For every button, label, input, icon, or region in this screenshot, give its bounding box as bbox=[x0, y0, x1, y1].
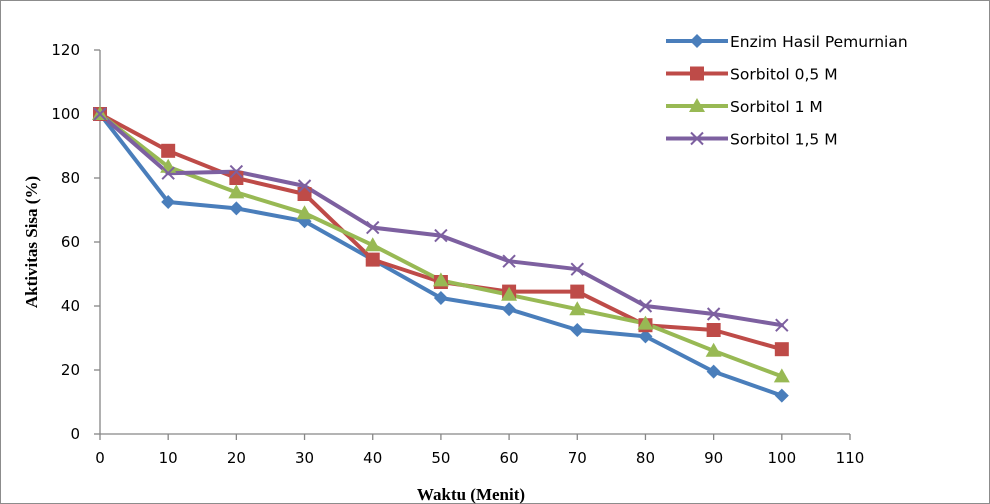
ticks bbox=[94, 49, 851, 440]
series-line-3 bbox=[98, 112, 784, 379]
data-point-series-2 bbox=[706, 323, 721, 337]
data-point-series-1 bbox=[774, 388, 789, 403]
data-point-series-1 bbox=[706, 364, 721, 379]
data-point-series-2 bbox=[570, 284, 585, 299]
legend-item: Sorbitol 1 M bbox=[666, 98, 823, 116]
series-line-2 bbox=[98, 112, 784, 352]
x-tick-label: 90 bbox=[704, 449, 723, 467]
data-point-series-3 bbox=[296, 205, 313, 220]
data-point-series-4 bbox=[638, 299, 653, 313]
legend-label: Sorbitol 0,5 M bbox=[730, 66, 838, 84]
y-tick-label: 40 bbox=[61, 297, 80, 315]
data-point-series-3 bbox=[432, 272, 449, 287]
data-point-series-4 bbox=[775, 318, 789, 332]
data-point-series-3 bbox=[364, 237, 381, 252]
legend-item: Enzim Hasil Pemurnian bbox=[666, 33, 908, 51]
legend-marker bbox=[690, 131, 704, 146]
legend-label: Sorbitol 1,5 M bbox=[730, 131, 838, 149]
data-point-series-3 bbox=[637, 315, 654, 330]
y-tick-label: 0 bbox=[70, 425, 80, 443]
x-tick-label: 20 bbox=[227, 449, 246, 467]
x-tick-label: 50 bbox=[431, 449, 450, 467]
data-point-series-4 bbox=[229, 164, 244, 179]
legend-item: Sorbitol 1,5 M bbox=[666, 131, 838, 149]
data-point-series-2 bbox=[365, 252, 380, 267]
data-point-series-4 bbox=[297, 179, 312, 193]
series-markers bbox=[92, 106, 790, 403]
tick-labels: 0 10 20 30 40 50 60 70 80 90 100 110 0 20 40 60 80 100 120 bbox=[51, 41, 864, 467]
data-point-series-2 bbox=[774, 342, 789, 357]
x-tick-label: 100 bbox=[767, 449, 796, 467]
y-tick-label: 120 bbox=[51, 41, 80, 59]
data-point-series-1 bbox=[161, 195, 176, 209]
legend-marker bbox=[690, 34, 704, 48]
x-tick-label: 10 bbox=[159, 449, 178, 467]
x-tick-label: 60 bbox=[500, 449, 519, 467]
series-lines bbox=[98, 112, 784, 398]
x-tick-label: 80 bbox=[636, 449, 655, 467]
data-point-series-2 bbox=[229, 171, 244, 185]
y-tick-label: 20 bbox=[61, 361, 80, 379]
data-point-series-4 bbox=[434, 228, 448, 243]
y-tick-label: 100 bbox=[51, 105, 80, 123]
data-point-series-3 bbox=[569, 301, 586, 316]
legend-marker bbox=[689, 98, 705, 112]
legend: Enzim Hasil Pemurnian Sorbitol 0,5 M Sorbi… bbox=[666, 33, 908, 149]
data-point-series-4 bbox=[161, 166, 175, 180]
data-point-series-3 bbox=[705, 342, 722, 357]
legend-label: Sorbitol 1 M bbox=[730, 98, 823, 116]
data-point-series-3 bbox=[773, 368, 790, 383]
legend-label: Enzim Hasil Pemurnian bbox=[730, 33, 908, 51]
x-tick-label: 0 bbox=[95, 449, 105, 467]
data-point-series-4 bbox=[502, 254, 516, 268]
data-point-series-3 bbox=[228, 184, 245, 199]
data-point-series-3 bbox=[501, 286, 518, 301]
data-point-series-2 bbox=[161, 143, 176, 158]
series-line-1 bbox=[98, 112, 784, 398]
x-tick-label: 70 bbox=[568, 449, 587, 467]
y-tick-label: 60 bbox=[61, 233, 80, 251]
x-tick-label: 40 bbox=[363, 449, 382, 467]
data-point-series-4 bbox=[93, 107, 107, 121]
data-point-series-4 bbox=[706, 307, 721, 321]
x-axis-title: Waktu (Menit) bbox=[417, 485, 525, 504]
y-axis-title: Aktivitas Sisa (%) bbox=[22, 176, 41, 308]
data-point-series-1 bbox=[638, 329, 653, 344]
data-point-series-2 bbox=[297, 187, 312, 201]
x-tick-label: 30 bbox=[295, 449, 314, 467]
data-point-series-4 bbox=[366, 220, 380, 235]
data-point-series-1 bbox=[229, 201, 244, 216]
y-tick-label: 80 bbox=[61, 169, 80, 187]
data-point-series-1 bbox=[502, 302, 517, 317]
legend-marker bbox=[690, 66, 704, 81]
data-point-series-4 bbox=[570, 262, 584, 276]
x-tick-label: 110 bbox=[836, 449, 865, 467]
legend-item: Sorbitol 0,5 M bbox=[666, 66, 838, 84]
data-point-series-1 bbox=[570, 323, 585, 337]
data-point-series-1 bbox=[433, 291, 448, 305]
